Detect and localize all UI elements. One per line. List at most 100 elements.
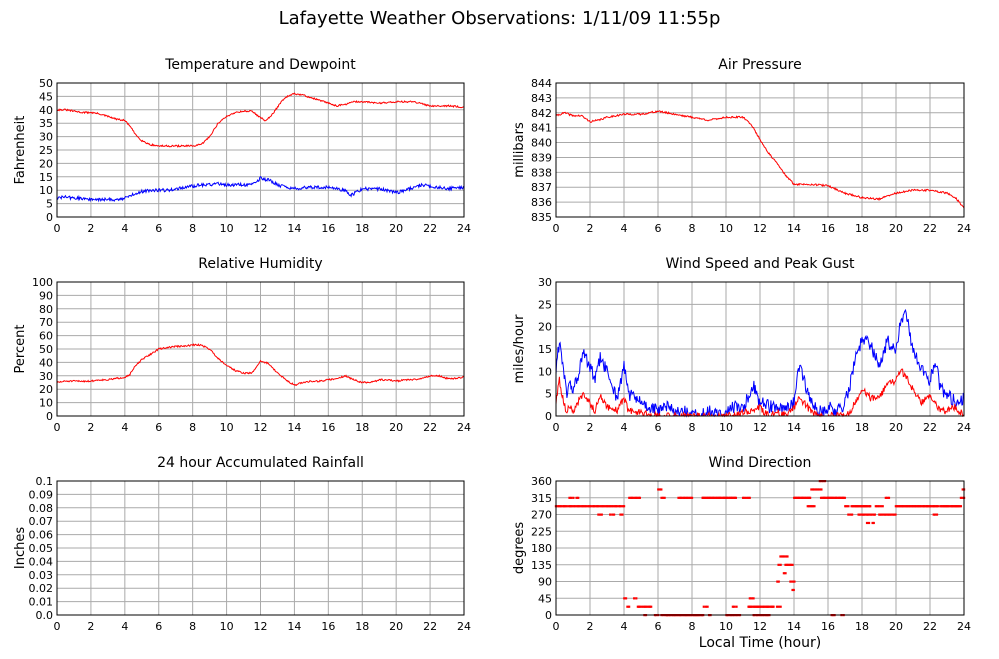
x-tick-label: 8 [189, 222, 196, 235]
wind-direction-point [733, 605, 736, 608]
wind-direction-point [909, 505, 912, 508]
y-tick-label: 90 [39, 289, 53, 302]
wind-direction-point [608, 505, 611, 508]
x-tick-label: 4 [621, 620, 628, 633]
wind-direction-point [706, 496, 709, 499]
x-tick-label: 10 [220, 620, 234, 633]
wind-direction-point [785, 563, 788, 566]
y-tick-label: 0.09 [29, 488, 54, 501]
y-tick-label: 80 [39, 303, 53, 316]
wind-direction-point [879, 505, 882, 508]
wind-direction-point [857, 505, 860, 508]
x-tick-label: 22 [923, 421, 937, 434]
wind-direction-point [932, 513, 935, 516]
wind-direction-point [748, 597, 751, 600]
wind-direction-point [569, 505, 573, 508]
wind-direction-point [840, 496, 843, 499]
wind-direction-point [871, 521, 874, 525]
wind-direction-point [791, 588, 794, 592]
wind-direction-point [877, 505, 880, 508]
wind-direction-point [798, 496, 802, 499]
y-tick-label: 10 [538, 365, 552, 378]
wind-direction-point [867, 513, 870, 516]
wind-direction-point [935, 513, 939, 516]
wind-direction-point [752, 597, 755, 600]
wind-direction-point [811, 488, 815, 491]
x-tick-label: 6 [655, 620, 662, 633]
wind-direction-point [833, 496, 836, 499]
wind-direction-point [868, 513, 871, 516]
x-tick-label: 4 [121, 222, 128, 235]
wind-direction-point [726, 496, 729, 499]
wind-direction-point [599, 513, 602, 516]
wind-direction-point [940, 505, 943, 508]
wind-direction-point [881, 505, 884, 508]
x-tick-label: 12 [254, 222, 268, 235]
wind-direction-point [820, 488, 823, 491]
y-tick-label: 0.01 [29, 596, 54, 609]
x-tick-label: 2 [87, 222, 94, 235]
wind-direction-point [610, 505, 613, 508]
wind-direction-point [831, 496, 834, 499]
y-tick-label: 45 [39, 90, 53, 103]
wind-direction-point [657, 488, 660, 491]
wind-direction-point [852, 505, 855, 508]
x-tick-label: 12 [753, 222, 767, 235]
x-tick-label: 14 [287, 620, 301, 633]
wind-direction-point [596, 505, 600, 508]
wind-direction-point [704, 605, 707, 608]
wind-direction-point [959, 496, 962, 499]
wind-direction-point [572, 496, 575, 499]
wind-direction-point [835, 496, 838, 499]
wind-direction-point [860, 513, 863, 516]
wind-direction-point [629, 496, 632, 499]
wind-direction-point [620, 505, 623, 508]
x-tick-label: 0 [54, 620, 61, 633]
wind-direction-point [757, 605, 760, 608]
wind-direction-point [884, 513, 887, 516]
wind-direction-point [815, 488, 818, 491]
x-tick-label: 14 [787, 620, 801, 633]
wind-direction-point [777, 580, 780, 583]
x-tick-label: 4 [121, 421, 128, 434]
x-tick-label: 6 [655, 222, 662, 235]
wind-direction-point [807, 496, 810, 499]
wind-direction-point [806, 505, 809, 508]
wind-direction-point [793, 580, 796, 583]
x-tick-label: 4 [121, 620, 128, 633]
wind-direction-point [763, 605, 766, 608]
relative-humidity-series-red [56, 343, 465, 387]
wind-direction-point [829, 496, 832, 499]
wind-direction-point [789, 563, 792, 566]
wind-direction-point [779, 563, 782, 566]
x-tick-label: 0 [54, 421, 61, 434]
y-tick-label: 25 [39, 144, 53, 157]
x-tick-label: 24 [957, 421, 971, 434]
x-tick-label: 14 [787, 421, 801, 434]
wind-direction-point [604, 505, 607, 508]
y-tick-label: 0.0 [36, 609, 54, 622]
temperature-dewpoint-series-red [56, 92, 465, 148]
wind-direction-point [706, 605, 709, 608]
y-tick-label: 841 [531, 122, 552, 135]
main-title: Lafayette Weather Observations: 1/11/09 … [278, 8, 721, 29]
x-tick-label: 2 [87, 421, 94, 434]
wind-direction-point [582, 505, 585, 508]
wind-direction-point [557, 505, 560, 508]
wind-direction-point [599, 505, 603, 508]
x-tick-label: 20 [889, 421, 903, 434]
wind-direction-point [590, 505, 593, 508]
wind-direction-point [961, 496, 964, 499]
wind-direction-point [776, 580, 779, 583]
wind-direction-point [847, 513, 850, 516]
wind-direction-point [843, 496, 846, 499]
x-tick-label: 8 [689, 421, 696, 434]
y-tick-label: 5 [46, 198, 53, 211]
x-tick-label: 18 [855, 620, 869, 633]
x-tick-label: 20 [389, 222, 403, 235]
x-tick-label: 0 [553, 620, 560, 633]
x-tick-label: 22 [423, 620, 437, 633]
wind-direction-point [642, 605, 645, 608]
wind-direction-point [689, 496, 692, 499]
wind-direction-point [894, 513, 897, 516]
